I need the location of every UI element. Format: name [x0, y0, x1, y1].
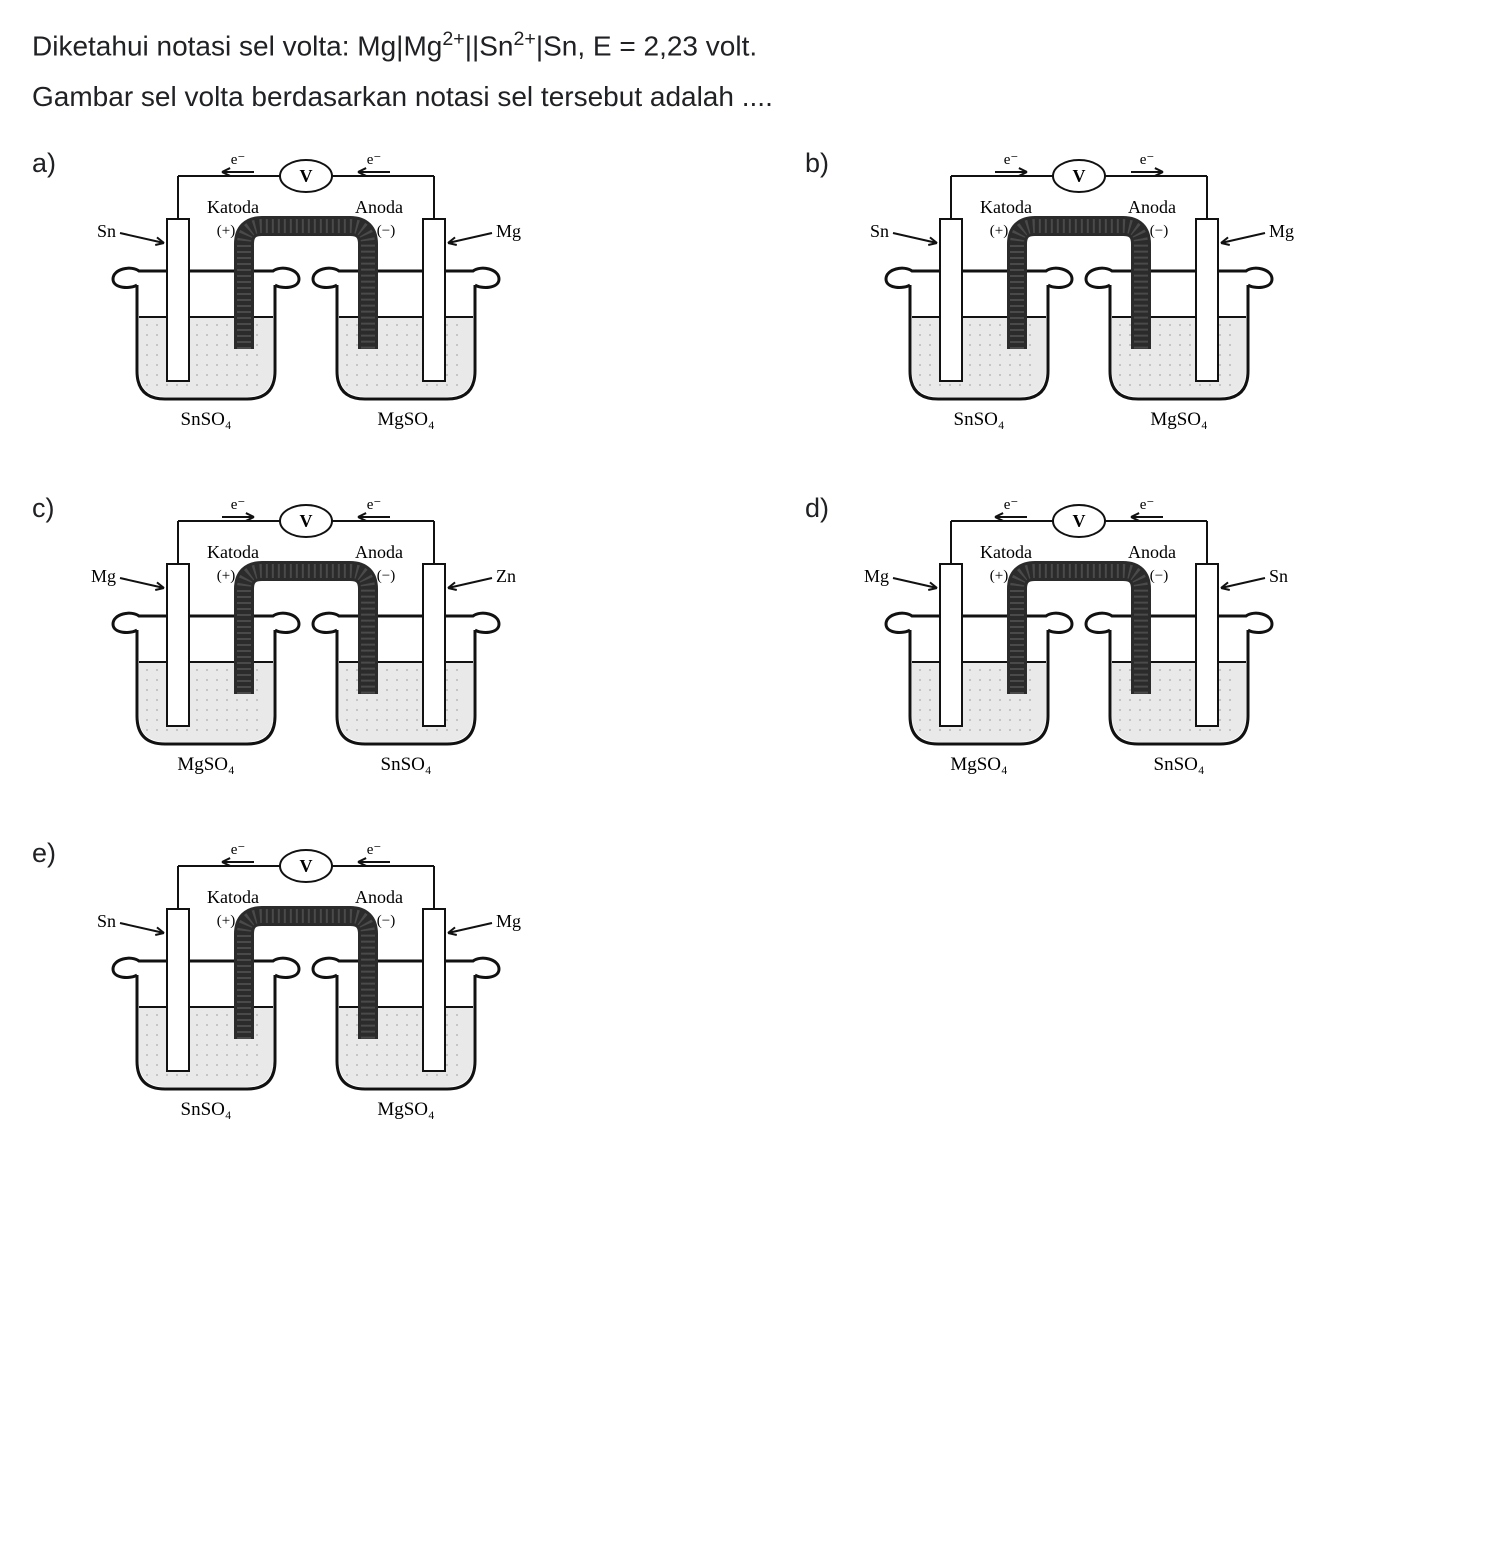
- volta-cell-svg: Ve⁻ e⁻ Katoda Anoda (+) (−) Mg Zn MgSO₄ SnSO₄: [76, 489, 536, 789]
- anoda-label: Anoda: [1128, 197, 1176, 217]
- plus-label: (+): [217, 223, 235, 239]
- left-electrode-label: Mg: [91, 566, 116, 586]
- volta-cell-svg: Ve⁻ e⁻ Katoda Anoda (+) (−) Sn Mg SnSO₄ MgSO₄: [76, 834, 536, 1134]
- voltmeter-label: V: [300, 166, 313, 186]
- anoda-label: Anoda: [355, 197, 403, 217]
- plus-label: (+): [217, 568, 235, 584]
- right-solution-label: SnSO₄: [1154, 754, 1205, 775]
- minus-label: (−): [377, 913, 395, 929]
- cell-diagram: Ve⁻ e⁻ Katoda Anoda (+) (−) Mg Zn MgSO₄ SnSO₄: [76, 489, 695, 794]
- volta-cell-svg: Ve⁻ e⁻ Katoda Anoda (+) (−) Sn Mg SnSO₄ MgSO₄: [849, 144, 1309, 444]
- electron-label-left: e⁻: [231, 842, 246, 858]
- katoda-label: Katoda: [980, 542, 1032, 562]
- right-solution-label: MgSO₄: [1150, 409, 1207, 430]
- left-electrode-label: Sn: [97, 911, 116, 931]
- right-electrode-label: Mg: [496, 911, 521, 931]
- right-solution-label: MgSO₄: [377, 409, 434, 430]
- cell-diagram: Ve⁻ e⁻ Katoda Anoda (+) (−) Sn Mg SnSO₄ MgSO₄: [849, 144, 1468, 449]
- anoda-label: Anoda: [355, 542, 403, 562]
- option-d: d) Ve⁻ e⁻ Katoda Anoda (+) (−) Mg Sn MgSO₄ SnS…: [805, 489, 1468, 794]
- left-solution-label: SnSO₄: [954, 409, 1005, 430]
- q1-prefix: Diketahui notasi sel volta: Mg|Mg: [32, 30, 442, 61]
- voltmeter-label: V: [1073, 511, 1086, 531]
- q1-sup1: 2+: [442, 28, 464, 50]
- plus-label: (+): [217, 913, 235, 929]
- cell-diagram: Ve⁻ e⁻ Katoda Anoda (+) (−) Sn Mg SnSO₄ MgSO₄: [76, 144, 695, 449]
- q1-mid: ||Sn: [465, 30, 514, 61]
- electron-label-left: e⁻: [231, 497, 246, 513]
- electron-label-right: e⁻: [367, 497, 382, 513]
- q1-sup2: 2+: [514, 28, 536, 50]
- option-e: e) Ve⁻ e⁻ Katoda Anoda (+) (−) Sn Mg SnSO₄ MgS…: [32, 834, 695, 1139]
- plus-label: (+): [990, 223, 1008, 239]
- option-letter: b): [805, 144, 849, 179]
- right-solution-label: SnSO₄: [381, 754, 432, 775]
- question-line-2: Gambar sel volta berdasarkan notasi sel …: [32, 75, 1468, 120]
- anoda-label: Anoda: [1128, 542, 1176, 562]
- option-c: c) Ve⁻ e⁻ Katoda Anoda (+) (−) Mg Zn MgSO₄ SnS…: [32, 489, 695, 794]
- plus-label: (+): [990, 568, 1008, 584]
- katoda-label: Katoda: [207, 887, 259, 907]
- option-b: b) Ve⁻ e⁻ Katoda Anoda (+) (−) Sn Mg SnSO₄ MgS…: [805, 144, 1468, 449]
- electron-label-right: e⁻: [1140, 152, 1155, 168]
- left-solution-label: SnSO₄: [181, 1099, 232, 1120]
- minus-label: (−): [377, 223, 395, 239]
- electron-label-left: e⁻: [1004, 152, 1019, 168]
- right-electrode-label: Mg: [496, 221, 521, 241]
- option-letter: d): [805, 489, 849, 524]
- electron-label-right: e⁻: [367, 842, 382, 858]
- electron-label-right: e⁻: [367, 152, 382, 168]
- katoda-label: Katoda: [207, 542, 259, 562]
- left-solution-label: MgSO₄: [950, 754, 1007, 775]
- electron-label-left: e⁻: [231, 152, 246, 168]
- left-solution-label: SnSO₄: [181, 409, 232, 430]
- volta-cell-svg: Ve⁻ e⁻ Katoda Anoda (+) (−) Sn Mg SnSO₄ MgSO₄: [76, 144, 536, 444]
- voltmeter-label: V: [300, 856, 313, 876]
- voltmeter-label: V: [1073, 166, 1086, 186]
- left-solution-label: MgSO₄: [177, 754, 234, 775]
- anoda-label: Anoda: [355, 887, 403, 907]
- cell-diagram: Ve⁻ e⁻ Katoda Anoda (+) (−) Sn Mg SnSO₄ MgSO₄: [76, 834, 695, 1139]
- right-electrode-label: Zn: [496, 566, 516, 586]
- voltmeter-label: V: [300, 511, 313, 531]
- option-letter: c): [32, 489, 76, 524]
- volta-cell-svg: Ve⁻ e⁻ Katoda Anoda (+) (−) Mg Sn MgSO₄ SnSO₄: [849, 489, 1309, 789]
- cell-diagram: Ve⁻ e⁻ Katoda Anoda (+) (−) Mg Sn MgSO₄ SnSO₄: [849, 489, 1468, 794]
- option-letter: a): [32, 144, 76, 179]
- right-electrode-label: Mg: [1269, 221, 1294, 241]
- right-solution-label: MgSO₄: [377, 1099, 434, 1120]
- katoda-label: Katoda: [207, 197, 259, 217]
- electron-label-right: e⁻: [1140, 497, 1155, 513]
- katoda-label: Katoda: [980, 197, 1032, 217]
- q1-suffix: |Sn, E = 2,23 volt.: [536, 30, 757, 61]
- left-electrode-label: Sn: [97, 221, 116, 241]
- right-electrode-label: Sn: [1269, 566, 1288, 586]
- electron-label-left: e⁻: [1004, 497, 1019, 513]
- option-letter: e): [32, 834, 76, 869]
- options-grid: a) Ve⁻e⁻ KatodaAnoda(+)(−)Sn Mg SnSO₄MgS…: [32, 144, 1468, 1139]
- left-electrode-label: Sn: [870, 221, 889, 241]
- option-a: a) Ve⁻ e⁻ Katoda Anoda (+) (−) Sn Mg SnSO₄ MgS…: [32, 144, 695, 449]
- question-line-1: Diketahui notasi sel volta: Mg|Mg2+||Sn2…: [32, 24, 1468, 69]
- left-electrode-label: Mg: [864, 566, 889, 586]
- minus-label: (−): [377, 568, 395, 584]
- minus-label: (−): [1150, 568, 1168, 584]
- minus-label: (−): [1150, 223, 1168, 239]
